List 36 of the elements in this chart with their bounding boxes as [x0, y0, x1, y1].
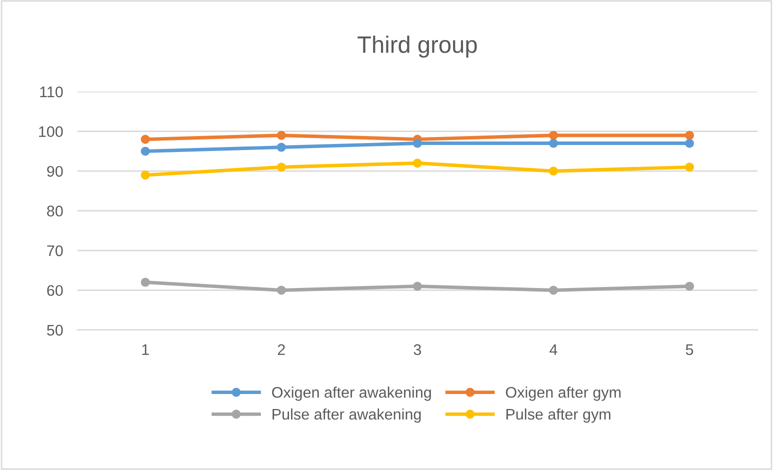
- y-tick-label: 100: [39, 126, 63, 138]
- point: [276, 286, 286, 295]
- point: [548, 166, 558, 176]
- x-tick-label: 1: [142, 344, 149, 355]
- point: [140, 278, 150, 287]
- point: [276, 162, 286, 172]
- legend-label: Oxigen after awakening: [272, 386, 431, 401]
- y-tick-label: 90: [47, 166, 63, 177]
- point: [685, 282, 694, 291]
- point: [685, 130, 694, 140]
- point: [548, 138, 558, 148]
- y-tick-label: 60: [47, 285, 63, 296]
- point: [412, 282, 422, 291]
- x-tick-label: 5: [686, 344, 694, 356]
- point: [276, 142, 286, 152]
- point: [548, 286, 558, 295]
- legend-label: Pulse after awakening: [272, 408, 421, 423]
- y-tick-label: 80: [47, 206, 63, 216]
- point: [140, 134, 150, 144]
- x-tick-label: 3: [414, 344, 421, 356]
- point: [685, 162, 694, 172]
- legend-label: Pulse after gym: [506, 408, 610, 423]
- y-tick-label: 50: [47, 324, 63, 336]
- point: [548, 130, 558, 140]
- point: [140, 170, 150, 180]
- x-tick-label: 4: [550, 344, 558, 355]
- point: [685, 138, 694, 148]
- chart-title: Third group: [358, 36, 477, 58]
- point: [412, 158, 422, 168]
- point: [276, 130, 286, 140]
- point: [140, 146, 150, 156]
- x-tick-label: 2: [278, 344, 285, 355]
- legend-label: Oxigen after gym: [506, 386, 621, 401]
- point: [412, 138, 422, 148]
- y-tick-label: 110: [40, 86, 63, 98]
- y-tick-label: 70: [47, 245, 63, 256]
